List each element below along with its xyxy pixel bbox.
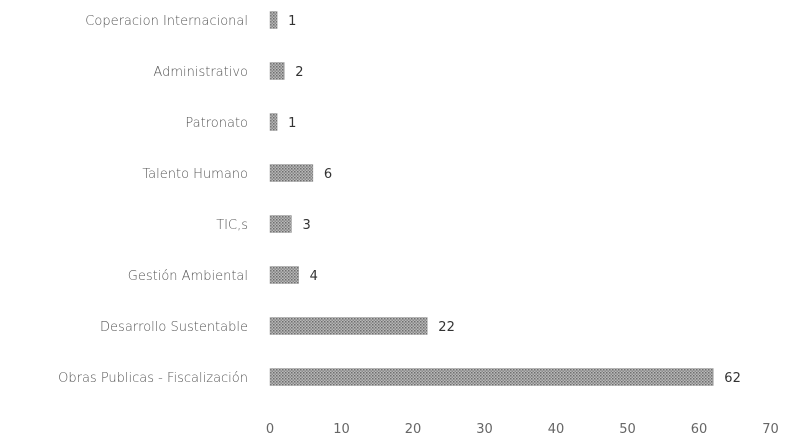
bars <box>269 11 714 386</box>
x-tick-label: 10 <box>333 422 350 437</box>
x-tick-label: 0 <box>266 422 274 437</box>
x-tick-label: 50 <box>619 422 636 437</box>
x-tick-label: 70 <box>762 422 779 437</box>
data-label: 3 <box>302 218 310 233</box>
bar <box>269 368 714 386</box>
data-label: 1 <box>288 116 296 131</box>
category-label: Gestión Ambiental <box>128 269 248 284</box>
bar <box>269 113 278 131</box>
category-label: Obras Publicas - Fiscalización <box>58 371 248 386</box>
category-label: TIC,s <box>216 218 248 233</box>
bar <box>269 11 278 29</box>
data-label: 62 <box>724 371 741 386</box>
category-label: Desarrollo Sustentable <box>100 320 248 335</box>
category-label: Administrativo <box>153 65 248 80</box>
bar <box>269 215 292 233</box>
bar <box>269 164 314 182</box>
value-labels: 1 2 1 6 3 4 22 62 <box>288 14 741 386</box>
x-tick-label: 20 <box>405 422 422 437</box>
x-tick-label: 60 <box>691 422 708 437</box>
category-labels: Coperacion Internacional Administrativo Pa… <box>58 14 248 386</box>
x-tick-label: 30 <box>476 422 493 437</box>
bar <box>269 317 428 335</box>
data-label: 22 <box>438 320 455 335</box>
x-tick-label: 40 <box>548 422 565 437</box>
data-label: 6 <box>324 167 332 182</box>
bar <box>269 62 285 80</box>
data-label: 2 <box>295 65 303 80</box>
x-axis-tick-labels: 0 10 20 30 40 50 60 70 <box>266 422 779 437</box>
category-label: Talento Humano <box>142 167 248 182</box>
data-label: 4 <box>310 269 318 284</box>
bar <box>269 266 299 284</box>
category-label: Coperacion Internacional <box>85 14 248 29</box>
data-label: 1 <box>288 14 296 29</box>
category-label: Patronato <box>185 116 248 131</box>
